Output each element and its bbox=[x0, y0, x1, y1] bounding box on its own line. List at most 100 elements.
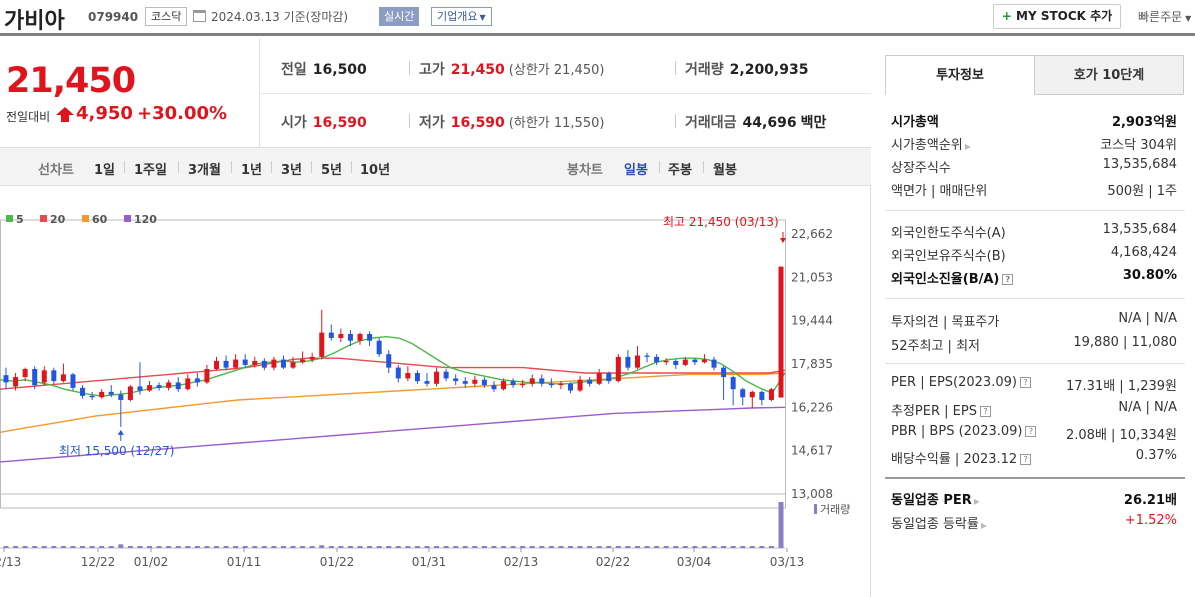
volume-bar bbox=[271, 546, 277, 548]
candlestick-chart[interactable]: 5 20 60 120 22,662 21,053 19,444 17,835 16,226 14… bbox=[0, 186, 870, 597]
x-tick-label: 01/31 bbox=[412, 555, 447, 569]
realtime-button[interactable]: 실시간 bbox=[379, 7, 420, 26]
period-1y[interactable]: 1년 bbox=[241, 163, 263, 178]
volume-bar bbox=[13, 546, 19, 548]
y-tick-label: 13,008 bbox=[791, 487, 833, 501]
est-per-row: 추정PER | EPS? N/A | N/A bbox=[891, 400, 1177, 420]
candle-body bbox=[759, 391, 765, 400]
date-value: 2024.03.13 bbox=[211, 10, 280, 24]
candle-body bbox=[501, 381, 507, 390]
volume-bar bbox=[654, 546, 660, 548]
x-tick-label: 03/13 bbox=[770, 555, 805, 569]
candle-body bbox=[137, 386, 143, 391]
candle-body bbox=[242, 359, 248, 365]
volume-bar bbox=[414, 546, 420, 548]
candle-weekly[interactable]: 주봉 bbox=[668, 163, 692, 178]
dividend-row: 배당수익률 | 2023.12? 0.37% bbox=[891, 448, 1177, 468]
period-1d[interactable]: 1일 bbox=[94, 163, 116, 178]
change-label: 전일대비 bbox=[6, 110, 51, 124]
volume-bar bbox=[682, 546, 688, 548]
info-tabs: 투자정보 호가 10단계 bbox=[885, 55, 1185, 95]
volume-bar bbox=[89, 546, 95, 548]
stat-volume: 거래량 2,200,935 bbox=[675, 59, 809, 79]
candle-body bbox=[596, 373, 602, 384]
candle-body bbox=[156, 385, 162, 388]
help-icon[interactable]: ? bbox=[1025, 426, 1037, 437]
candle-body bbox=[108, 391, 114, 395]
volume-bar bbox=[625, 546, 631, 548]
volume-bar bbox=[491, 546, 497, 548]
add-mystock-button[interactable]: + MY STOCK 추가 bbox=[993, 4, 1121, 29]
shares-label: 상장주식수 bbox=[891, 161, 951, 176]
upper-limit-arrow-icon bbox=[56, 107, 74, 122]
help-icon[interactable]: ? bbox=[1019, 377, 1031, 388]
period-10y[interactable]: 10년 bbox=[360, 163, 391, 178]
calendar-icon bbox=[193, 10, 206, 22]
period-3m[interactable]: 3개월 bbox=[188, 163, 221, 178]
help-icon[interactable]: ? bbox=[979, 406, 991, 417]
candle-body bbox=[491, 385, 497, 390]
stat-volume-value: 2,200,935 bbox=[729, 62, 809, 78]
volume-bar bbox=[434, 546, 440, 548]
rank-value: 코스닥 304위 bbox=[1100, 138, 1177, 153]
per-label: PER | EPS(2023.09) bbox=[891, 375, 1017, 390]
x-tick-label: 12/13 bbox=[0, 555, 21, 569]
volume-label: 거래량 bbox=[820, 503, 850, 516]
est-per-label: 추정PER | EPS bbox=[891, 404, 977, 419]
tab-invest-info[interactable]: 투자정보 bbox=[885, 55, 1035, 95]
change-percent: +30.00% bbox=[137, 103, 228, 124]
industry-per-row[interactable]: 동일업종 PER ▶ 26.21배 bbox=[891, 489, 1177, 509]
stat-high: 고가 21,450 (상한가 21,450) bbox=[409, 59, 604, 79]
candle-body bbox=[213, 360, 219, 369]
stat-amount-label: 거래대금 bbox=[685, 115, 737, 131]
tab-hoga-10[interactable]: 호가 10단계 bbox=[1034, 55, 1184, 95]
industry-change-row[interactable]: 동일업종 등락률 ▶ +1.52% bbox=[891, 513, 1177, 533]
quick-order-button[interactable]: 빠른주문 ▼ bbox=[1138, 8, 1191, 25]
period-3y[interactable]: 3년 bbox=[281, 163, 303, 178]
help-icon[interactable]: ? bbox=[1020, 454, 1032, 465]
candle-body bbox=[405, 373, 411, 379]
opinion-value: N/A | N/A bbox=[1118, 311, 1177, 326]
candle-body bbox=[587, 379, 593, 384]
candle-body bbox=[60, 374, 66, 382]
candle-body bbox=[520, 383, 526, 386]
candle-body bbox=[309, 356, 315, 360]
candle-body bbox=[118, 394, 124, 400]
stat-lower-limit: (하한가 11,550) bbox=[508, 116, 605, 131]
volume-bar bbox=[711, 546, 717, 548]
candle-body bbox=[175, 382, 181, 390]
y-tick-label: 19,444 bbox=[791, 314, 833, 328]
volume-bar bbox=[99, 546, 105, 548]
candle-daily[interactable]: 일봉 bbox=[624, 163, 648, 178]
company-overview-button[interactable]: 기업개요 ▼ bbox=[431, 7, 492, 26]
candle-body bbox=[99, 391, 105, 398]
stock-chart[interactable]: 5 20 60 120 22,662 21,053 19,444 17,835 16,226 14… bbox=[0, 186, 871, 597]
candle-body bbox=[615, 356, 621, 382]
candle-body bbox=[357, 333, 363, 341]
period-5y[interactable]: 5년 bbox=[321, 163, 343, 178]
candle-body bbox=[424, 381, 430, 384]
rank-row[interactable]: 시가총액순위 ▶ 코스닥 304위 bbox=[891, 134, 1177, 154]
low-annotation: 최저 15,500 (12/27) bbox=[59, 444, 175, 458]
volume-bar bbox=[740, 546, 746, 548]
period-1w[interactable]: 1주일 bbox=[134, 163, 167, 178]
volume-bar bbox=[568, 546, 574, 548]
divider bbox=[885, 477, 1185, 479]
volume-bar bbox=[309, 546, 315, 548]
period-bar: 선차트 1일 1주일 3개월 1년 3년 5년 10년 봉차트 일봉 주봉 월봉 bbox=[0, 147, 871, 186]
volume-bar bbox=[376, 546, 382, 548]
candle-monthly[interactable]: 월봉 bbox=[713, 163, 737, 178]
volume-bar bbox=[768, 546, 774, 548]
candle-body bbox=[290, 362, 296, 368]
volume-bar bbox=[233, 546, 239, 548]
volume-bar bbox=[367, 546, 373, 548]
candle-body bbox=[606, 373, 612, 382]
foreign-ratio-row: 외국인소진율(B/A)? 30.80% bbox=[891, 268, 1177, 288]
volume-legend-swatch bbox=[814, 504, 817, 514]
candle-body bbox=[147, 385, 153, 391]
candle-body bbox=[434, 371, 440, 384]
help-icon[interactable]: ? bbox=[1002, 274, 1014, 285]
industry-per-value: 26.21배 bbox=[1123, 493, 1177, 508]
volume-bar bbox=[175, 546, 181, 548]
candle-body bbox=[223, 360, 229, 368]
